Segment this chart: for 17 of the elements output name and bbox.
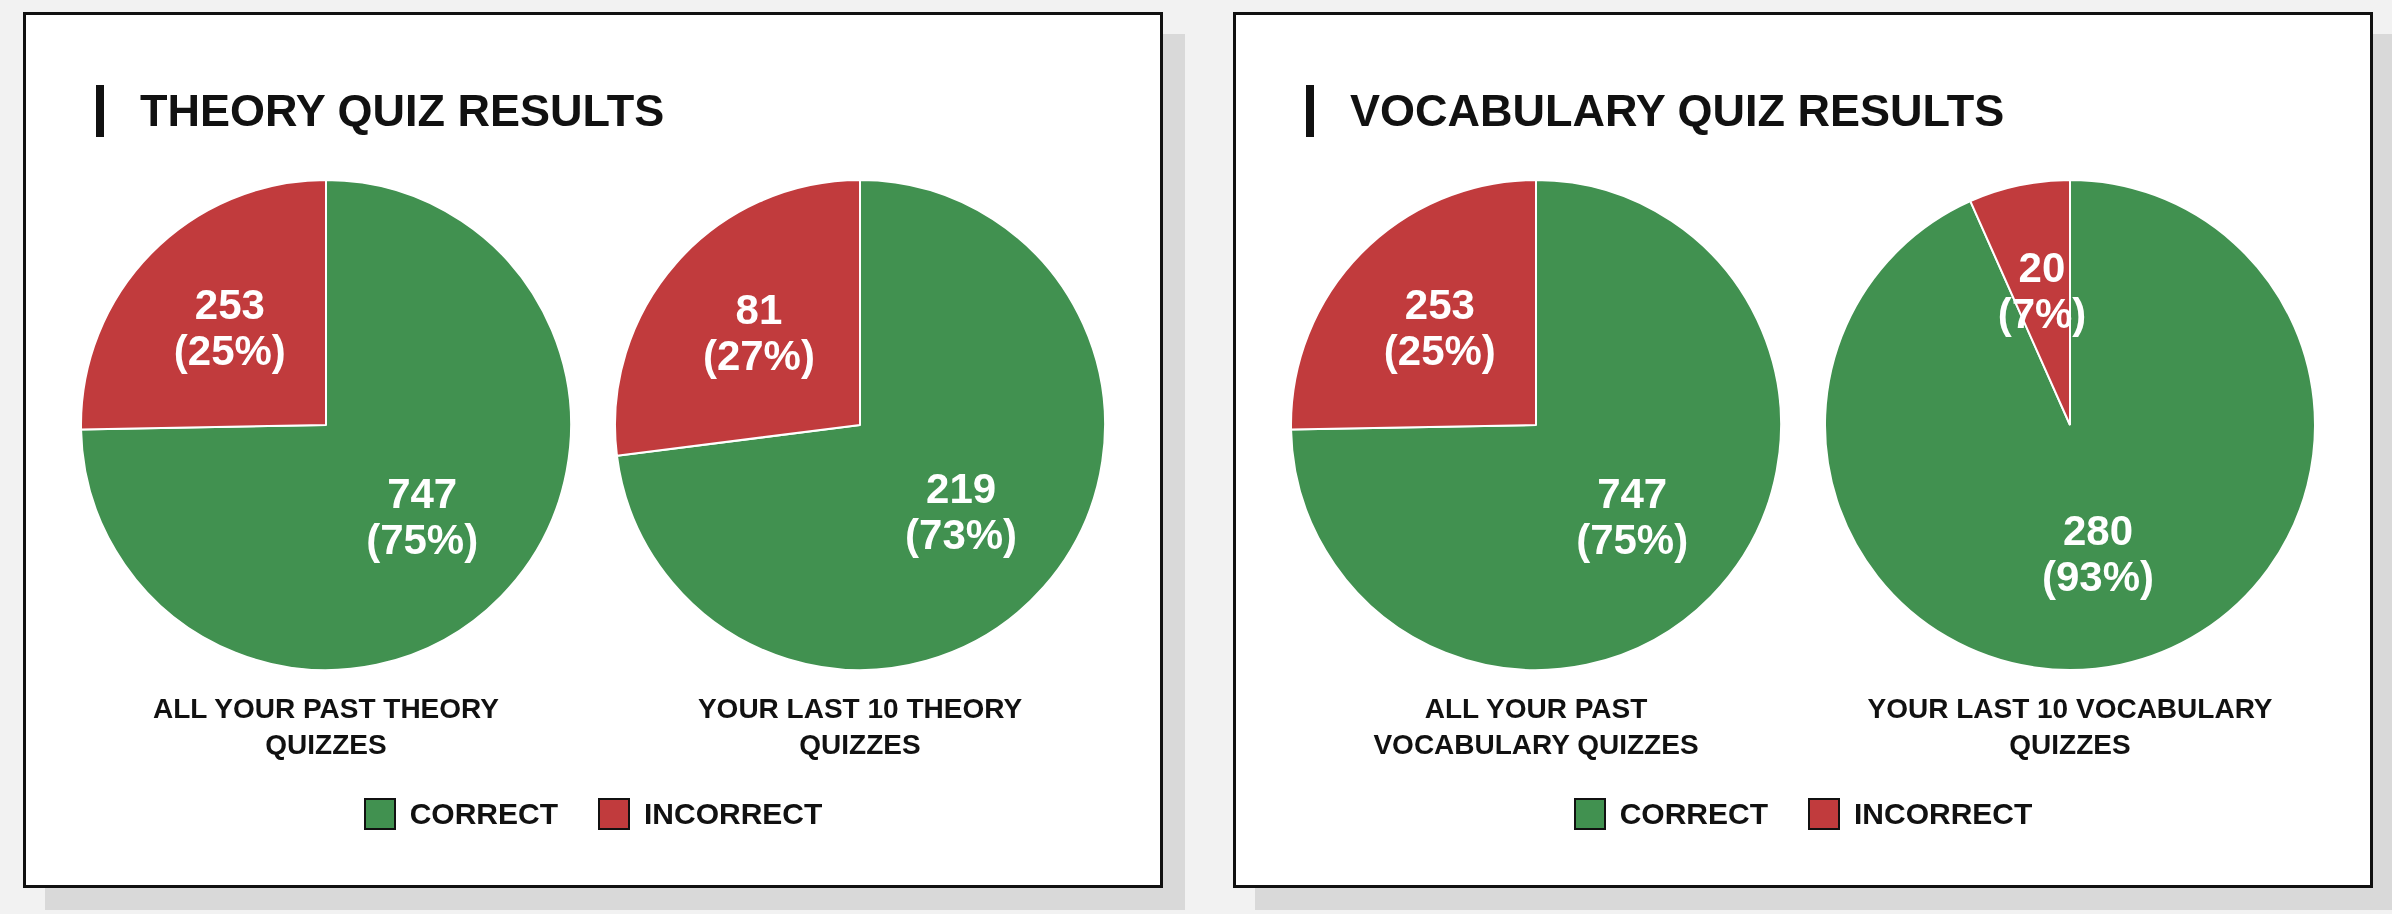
data-label: 253 (25%) bbox=[1383, 281, 1496, 375]
legend-label: INCORRECT bbox=[644, 797, 823, 831]
slice-label: YOUR LAST 10 THEORY QUIZZES bbox=[696, 692, 1024, 762]
data-label: 253 (25%) bbox=[173, 281, 286, 375]
slice-label: YOUR LAST 10 VOCABULARY QUIZZES bbox=[1866, 692, 2274, 762]
data-label: 280 (93%) bbox=[2041, 507, 2155, 601]
data-label: 747 (75%) bbox=[366, 469, 479, 563]
chart-title: VOCABULARY QUIZ RESULTS bbox=[1306, 85, 2005, 137]
legend-label: INCORRECT bbox=[1854, 797, 2033, 831]
legend-label: CORRECT bbox=[1619, 797, 1768, 831]
chart-title: THEORY QUIZ RESULTS bbox=[96, 85, 665, 137]
slice-label: ALL YOUR PAST VOCABULARY QUIZZES bbox=[1372, 692, 1700, 762]
data-label: 81 (27%) bbox=[702, 286, 815, 380]
data-label: 219 (73%) bbox=[905, 464, 1018, 558]
slice-label: ALL YOUR PAST THEORY QUIZZES bbox=[152, 692, 500, 762]
legend-label: CORRECT bbox=[409, 797, 558, 831]
data-label: 747 (75%) bbox=[1576, 469, 1689, 563]
